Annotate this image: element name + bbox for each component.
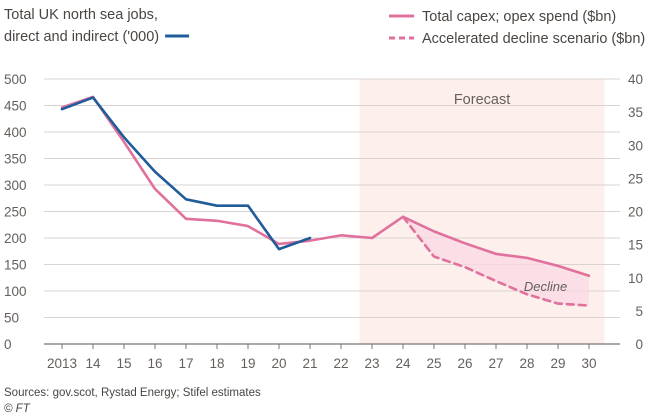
right-tick-label: 35 [628,105,643,120]
x-tick-label: 27 [488,356,503,371]
x-tick-label: 23 [364,356,379,371]
series-lines [60,95,591,307]
x-tick-label: 2013 [47,356,77,371]
legend-decline-label: Accelerated decline scenario ($bn) [422,31,645,47]
forecast-label: Forecast [454,92,510,108]
left-tick-label: 450 [4,99,27,114]
right-tick-label: 40 [628,72,643,87]
decline-area [403,216,589,306]
left-tick-label: 150 [4,258,27,273]
grid-lines [44,78,620,345]
x-tick-label: 17 [178,356,193,371]
right-tick-label: 15 [628,238,643,253]
x-tick-label: 25 [426,356,441,371]
left-tick-label: 350 [4,152,27,167]
decline-scenario-line [401,215,591,307]
left-tick-label: 250 [4,205,27,220]
x-tick-label: 18 [209,356,224,371]
right-tick-label: 30 [628,138,643,153]
left-tick-label: 300 [4,178,27,193]
right-tick-label: 20 [628,205,643,220]
legend-jobs-line1: Total UK north sea jobs, [4,7,158,23]
left-tick-label: 500 [4,72,27,87]
x-tick-label: 30 [581,356,596,371]
tick-labels: 0 50 100 150 200 250 300 350 400 450 500 0 5 10 15 20 25… [4,72,643,371]
right-tick-label: 0 [635,337,643,352]
legend: Total UK north sea jobs, direct and indi… [4,7,645,47]
x-tick-label: 14 [85,356,101,371]
legend-capex-label: Total capex; opex spend ($bn) [422,9,616,25]
x-tick-label: 28 [519,356,534,371]
left-tick-label: 100 [4,284,27,299]
x-tick-label: 20 [271,356,286,371]
x-tick-label: 29 [550,356,565,371]
sources-note: Sources: gov.scot, Rystad Energy; Stifel… [4,387,261,399]
x-tick-label: 19 [240,356,255,371]
x-tick-label: 22 [333,356,348,371]
left-tick-label: 400 [4,125,27,140]
ft-credit: © FT [4,403,31,415]
x-tick-label: 16 [147,356,162,371]
jobs-line [60,96,312,251]
left-tick-label: 200 [4,231,27,246]
right-tick-label: 25 [628,171,643,186]
left-tick-label: 0 [4,337,12,352]
x-tick-label: 24 [395,356,411,371]
capex-opex-line [60,95,591,278]
right-tick-label: 10 [628,271,643,286]
right-tick-label: 5 [635,304,643,319]
x-tick-label: 21 [302,356,317,371]
legend-jobs-line2: direct and indirect ('000) [4,29,159,45]
decline-label: Decline [524,279,567,294]
x-tick-label: 15 [116,356,131,371]
x-tick-label: 26 [457,356,472,371]
left-tick-label: 50 [4,311,19,326]
